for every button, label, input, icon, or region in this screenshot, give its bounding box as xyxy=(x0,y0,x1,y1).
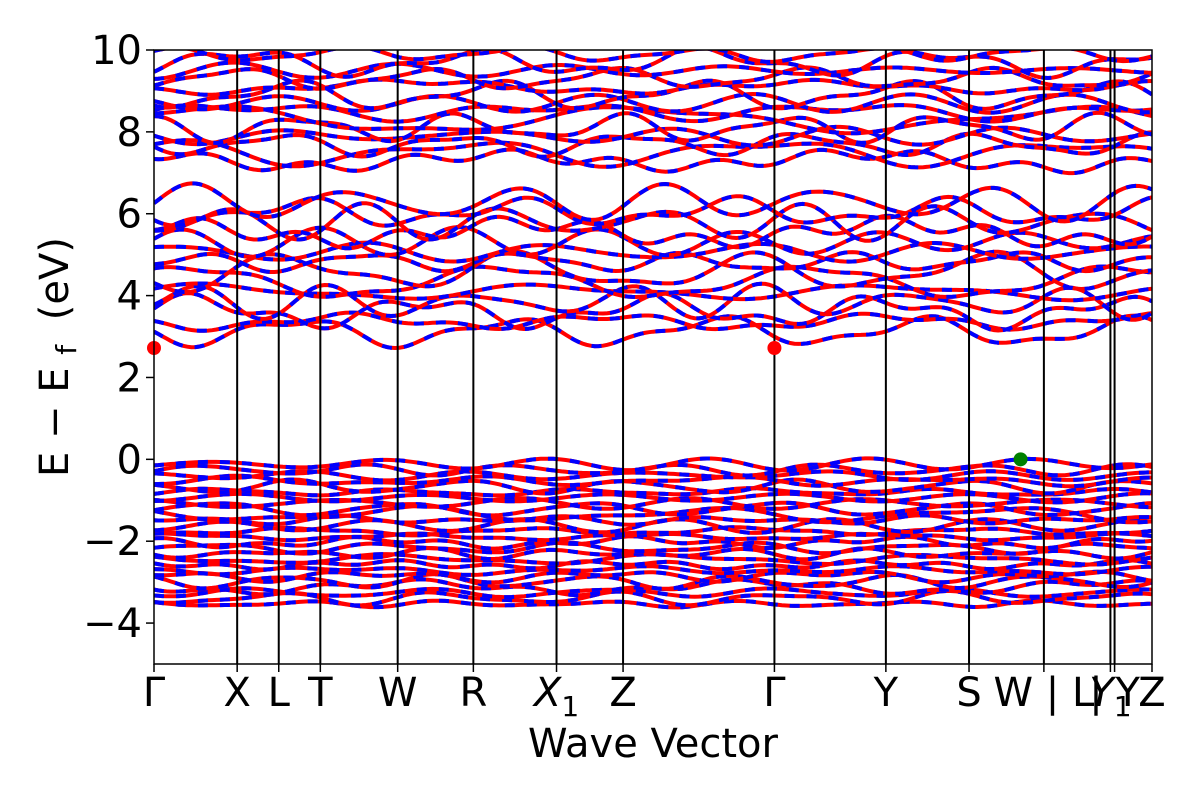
plot-frame xyxy=(153,49,1153,665)
y-axis-label-unit: (eV) xyxy=(32,237,78,320)
valence-band-down xyxy=(154,545,1152,562)
x-tick-label-main: Y xyxy=(1089,670,1117,716)
valence-band-down xyxy=(154,513,1152,527)
upper-band-down xyxy=(154,50,1152,81)
x-tick-label: Γ xyxy=(143,670,166,716)
x-tick-label: S xyxy=(956,670,981,716)
valence-band-down xyxy=(154,558,1152,572)
valence-band-down xyxy=(154,496,1152,511)
valence-band-up xyxy=(154,486,1152,498)
y-tick-label: 8 xyxy=(117,110,142,156)
x-tick-label: Z xyxy=(1138,670,1165,716)
y-tick-label: 2 xyxy=(117,355,142,401)
y-axis-ticks: 10 8 6 4 2 0 −2 −4 xyxy=(83,28,154,647)
x-tick-label-main: S xyxy=(956,670,981,716)
upper-band-down xyxy=(154,50,1152,64)
upper-band-down xyxy=(154,60,1152,81)
valence-band-down xyxy=(154,517,1152,535)
x-tick-label-main: | Y xyxy=(1089,670,1140,716)
upper-band-down xyxy=(154,130,1152,159)
y-tick-label: −2 xyxy=(83,519,142,565)
upper-band-down xyxy=(154,91,1152,115)
x-tick-label: | Y xyxy=(1089,670,1140,716)
upper-band-down xyxy=(154,138,1152,170)
x-tick-label-main: X xyxy=(532,670,563,716)
x-tick-label-main: R xyxy=(459,670,487,716)
upper-band-up xyxy=(154,130,1152,159)
x-axis-label: Wave Vector xyxy=(528,721,779,767)
upper-band-down xyxy=(154,147,1152,176)
y-axis-label-main: E − E xyxy=(32,367,78,477)
x-tick-label: Z xyxy=(609,670,636,716)
x-tick-label: Γ xyxy=(763,670,786,716)
valence-band-down xyxy=(154,534,1152,551)
x-tick-label: L xyxy=(268,670,291,716)
x-tick-label-main: Y xyxy=(873,670,899,716)
x-tick-label: Y xyxy=(873,670,899,716)
valence-band-down xyxy=(154,540,1152,556)
x-tick-label-main: T xyxy=(307,670,333,716)
x-tick-label-main: W | L xyxy=(994,670,1095,716)
y-tick-label: 10 xyxy=(91,28,142,74)
upper-band-down xyxy=(154,104,1152,136)
valence-band-down xyxy=(154,588,1152,608)
x-axis-ticks: Γ X L T W R X1 Z Γ Y S W | LY1| YZ xyxy=(143,664,1166,723)
valence-band-down xyxy=(154,477,1152,496)
y-tick-label: 0 xyxy=(117,437,142,483)
x-tick-label: W | L xyxy=(994,670,1095,716)
conduction-band-down xyxy=(154,240,1152,264)
upper-band-down xyxy=(154,77,1152,97)
valence-band-down xyxy=(154,503,1152,525)
x-tick-label: R xyxy=(459,670,487,716)
valence-band-down xyxy=(154,572,1152,591)
x-tick-label-main: W xyxy=(378,670,418,716)
valence-band-down xyxy=(154,456,1152,473)
x-tick-label-main: Γ xyxy=(143,670,166,716)
y-axis-label-sub: f xyxy=(50,344,83,355)
upper-band-down xyxy=(154,124,1152,148)
x-tick-label: T xyxy=(307,670,333,716)
kpoint-vertical-lines xyxy=(236,50,1116,664)
cbm-marker xyxy=(767,340,782,355)
x-tick-label: X xyxy=(223,670,250,716)
valence-band-down xyxy=(154,569,1152,585)
x-tick-label: Y1 xyxy=(1089,670,1131,723)
x-tick-label-main: Γ xyxy=(763,670,786,716)
x-tick-label-sub: 1 xyxy=(1114,690,1132,723)
x-tick-label-main: Z xyxy=(1138,670,1165,716)
x-tick-label-main: X xyxy=(223,670,250,716)
conduction-band-down xyxy=(154,264,1152,300)
band-lines xyxy=(154,50,1152,610)
conduction-band-down xyxy=(154,250,1152,274)
x-tick-label: X1 xyxy=(532,670,579,723)
valence-band-down xyxy=(154,577,1152,598)
y-tick-label: −4 xyxy=(83,601,142,647)
upper-band-down xyxy=(154,103,1152,124)
x-tick-label-main: Z xyxy=(609,670,636,716)
conduction-band-down xyxy=(154,281,1152,322)
vbm-marker xyxy=(1013,452,1028,467)
x-tick-label: W xyxy=(378,670,418,716)
x-tick-label-main: L xyxy=(268,670,291,716)
y-axis-label: E − E f (eV) xyxy=(32,237,86,477)
y-tick-label: 6 xyxy=(117,192,142,238)
y-tick-label: 4 xyxy=(117,274,142,320)
x-tick-label-sub: 1 xyxy=(561,690,579,723)
